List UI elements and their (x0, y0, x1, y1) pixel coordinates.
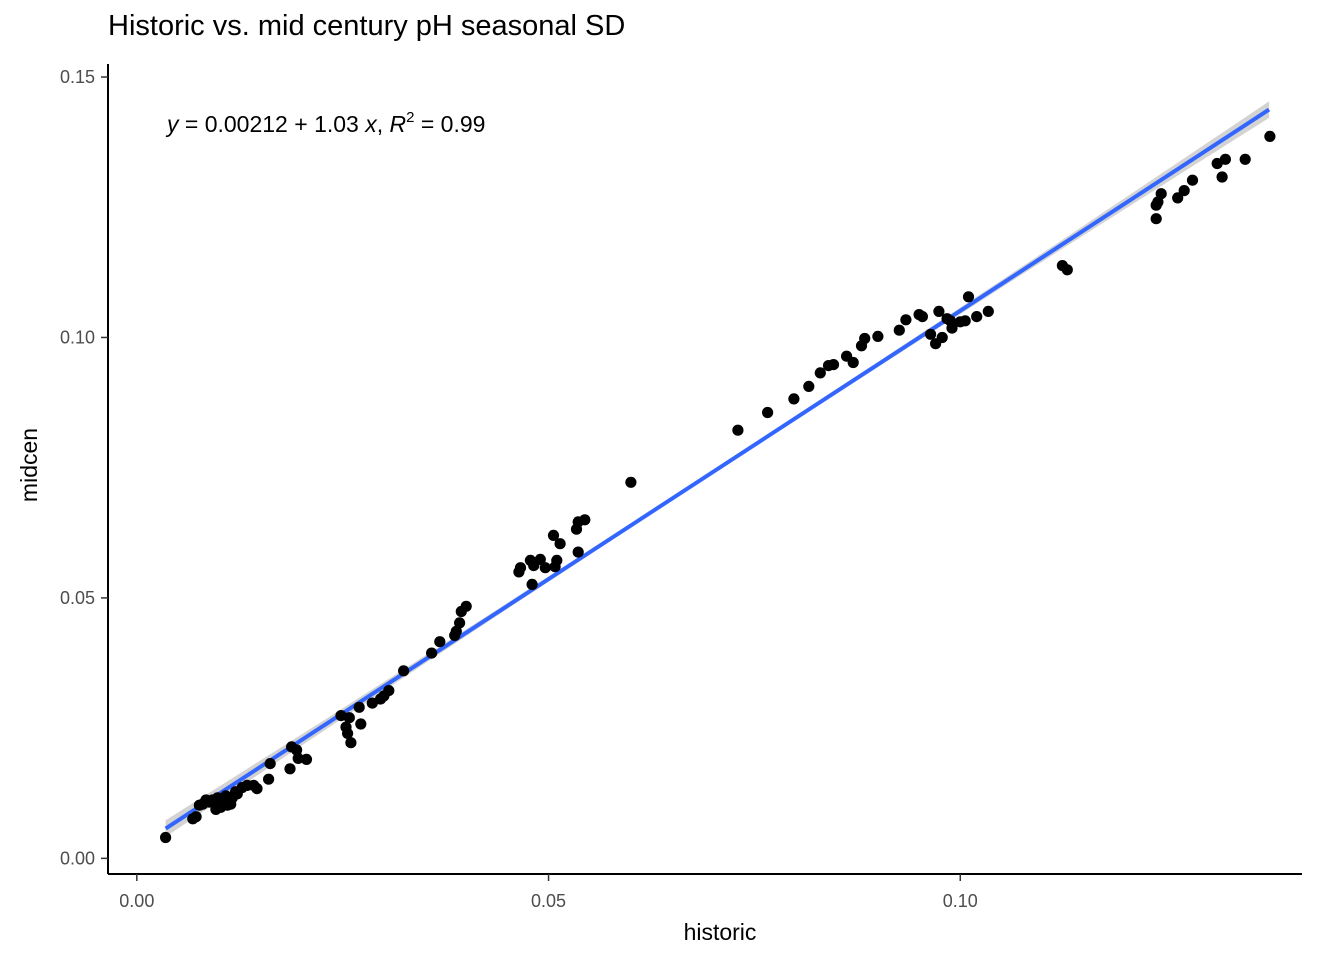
data-point (803, 380, 815, 392)
data-point (1178, 185, 1190, 197)
data-point (342, 727, 354, 740)
data-point (398, 665, 410, 677)
x-axis-title: historic (684, 919, 757, 945)
data-point (251, 783, 263, 795)
data-point (1155, 188, 1167, 200)
data-point (1264, 130, 1276, 142)
data-point (814, 367, 826, 379)
fit-line (164, 107, 1271, 831)
data-point (900, 314, 912, 326)
x-tick-label: 0.00 (119, 891, 154, 911)
regression-equation: y = 0.00212 + 1.03 x, R2 = 0.99 (165, 109, 485, 137)
data-point (962, 291, 975, 303)
eq-intercept: = 0.00212 + 1.03 (179, 111, 366, 137)
data-point (859, 332, 871, 345)
data-point (847, 356, 859, 369)
data-point (434, 636, 446, 648)
data-point (343, 712, 355, 724)
data-point (572, 546, 584, 558)
data-point (982, 305, 994, 317)
axes (107, 64, 1302, 875)
data-point (1219, 153, 1231, 165)
eq-separator: , (377, 111, 390, 137)
data-point (450, 625, 462, 637)
data-point (284, 763, 296, 775)
y-tick-label: 0.15 (60, 67, 95, 87)
data-point (1239, 153, 1251, 165)
chart-title: Historic vs. mid century pH seasonal SD (108, 10, 626, 42)
data-point (1186, 174, 1199, 186)
data-point (893, 324, 905, 336)
data-point (872, 330, 884, 342)
data-point (534, 553, 546, 566)
data-point (454, 617, 466, 629)
data-point (160, 831, 172, 844)
data-point (732, 424, 744, 436)
data-point (1172, 192, 1184, 204)
eq-y-var: y (165, 111, 180, 137)
eq-r-var: R (390, 111, 407, 137)
data-point (916, 311, 929, 323)
y-tick-label: 0.05 (60, 588, 95, 608)
data-point (579, 514, 591, 526)
data-point (300, 753, 313, 766)
data-points (160, 130, 1276, 844)
data-point (1061, 264, 1073, 276)
data-point (554, 538, 566, 550)
data-point (959, 315, 971, 327)
data-point (1216, 171, 1228, 183)
data-point (353, 701, 365, 713)
data-point (263, 773, 275, 785)
data-point (946, 322, 958, 334)
data-point (971, 311, 983, 323)
data-point (292, 752, 304, 765)
data-point (925, 328, 937, 340)
data-point (426, 647, 438, 659)
regression-line (164, 107, 1271, 831)
data-point (936, 331, 948, 344)
data-point (190, 811, 202, 823)
data-point (514, 562, 527, 574)
data-point (1150, 213, 1162, 225)
data-point (345, 737, 357, 749)
data-point (460, 600, 472, 612)
y-tick-label: 0.10 (60, 327, 95, 347)
data-point (264, 758, 276, 770)
data-point (539, 562, 551, 574)
data-point (827, 359, 840, 371)
data-point (526, 578, 538, 591)
data-point (762, 406, 774, 419)
eq-x-var: x (364, 111, 378, 137)
y-axis-ticks: 0.00 0.05 0.10 0.15 (60, 67, 108, 868)
data-point (788, 393, 800, 405)
x-axis-ticks: 0.00 0.05 0.10 (119, 874, 978, 911)
y-axis-title: midcen (16, 428, 42, 502)
data-point (383, 685, 395, 697)
data-point (551, 554, 563, 567)
eq-r-exponent: 2 (406, 109, 414, 126)
y-tick-label: 0.00 (60, 848, 95, 868)
x-tick-label: 0.05 (531, 891, 566, 911)
x-tick-label: 0.10 (943, 891, 978, 911)
data-point (547, 529, 560, 542)
data-point (291, 744, 303, 756)
data-point (355, 718, 367, 730)
eq-r-value: = 0.99 (414, 111, 485, 137)
data-point (366, 697, 378, 709)
data-point (933, 305, 945, 317)
data-point (625, 476, 637, 488)
